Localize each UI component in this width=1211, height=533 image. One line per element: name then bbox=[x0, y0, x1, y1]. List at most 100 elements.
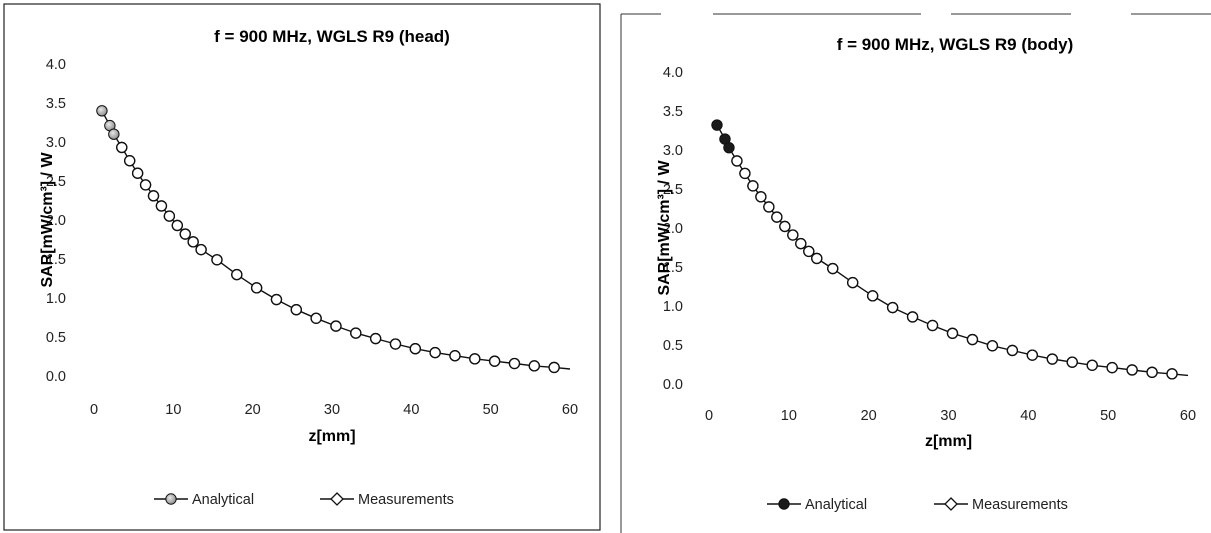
legend: Analytical Measurements bbox=[767, 497, 1068, 513]
y-tick-label: 0.0 bbox=[663, 377, 683, 393]
data-point-measurement bbox=[803, 245, 815, 258]
data-point-measurement bbox=[429, 346, 441, 359]
data-point-measurement bbox=[1106, 361, 1118, 374]
data-point-measurement bbox=[139, 179, 152, 191]
data-point-measurement bbox=[211, 254, 223, 266]
data-point-analytical bbox=[96, 105, 108, 117]
data-point-measurement bbox=[795, 237, 807, 250]
y-axis-title: SAR[mW/cm³] / W bbox=[39, 152, 56, 288]
data-point-measurement bbox=[827, 262, 839, 275]
x-tick-label: 30 bbox=[324, 402, 340, 418]
x-tick-label: 50 bbox=[483, 402, 499, 418]
data-point-measurement bbox=[886, 301, 899, 314]
y-tick-label: 2.0 bbox=[46, 213, 66, 229]
y-tick-label: 4.0 bbox=[663, 65, 683, 81]
x-tick-label: 40 bbox=[1020, 408, 1036, 424]
data-point-measurement bbox=[449, 350, 461, 362]
data-point-measurement bbox=[906, 311, 919, 323]
data-point-measurement bbox=[179, 228, 191, 240]
data-point-measurement bbox=[195, 243, 207, 256]
sar-head-chart: f = 900 MHz, WGLS R9 (head) 0.0 0.5 1.0 1.5 2… bbox=[3, 3, 601, 531]
chart-title: f = 900 MHz, WGLS R9 (body) bbox=[837, 35, 1074, 54]
y-tick-label: 3.0 bbox=[46, 135, 66, 151]
data-point-measurement bbox=[231, 268, 243, 281]
data-point-measurement bbox=[548, 361, 560, 374]
data-point-measurement bbox=[270, 293, 283, 306]
data-point-measurement bbox=[171, 219, 183, 232]
y-tick-label: 1.5 bbox=[663, 260, 683, 276]
data-point-analytical bbox=[711, 119, 723, 131]
data-point-measurement bbox=[867, 290, 879, 302]
data-point-measurement bbox=[350, 327, 362, 339]
legend-marker-measurements bbox=[944, 497, 958, 511]
x-tick-label: 20 bbox=[245, 402, 261, 418]
data-point-measurement bbox=[1086, 359, 1098, 371]
data-point-measurement bbox=[1166, 368, 1178, 380]
y-tick-label: 2.5 bbox=[46, 174, 66, 190]
x-tick-label: 10 bbox=[165, 402, 181, 418]
data-point-measurement bbox=[1126, 364, 1138, 376]
data-point-measurement bbox=[787, 229, 799, 241]
y-tick-label: 3.0 bbox=[663, 143, 683, 159]
data-point-measurement bbox=[290, 304, 302, 316]
data-point-analytical bbox=[108, 128, 120, 140]
data-point-measurement bbox=[731, 155, 743, 167]
chart-panel-head: f = 900 MHz, WGLS R9 (head) 0.0 0.5 1.0 1.5 2… bbox=[0, 0, 604, 533]
data-point-measurement bbox=[147, 190, 160, 202]
data-point-measurement bbox=[1066, 356, 1078, 368]
data-point-analytical bbox=[723, 141, 735, 154]
chart-frame bbox=[620, 13, 1211, 533]
data-point-measurement bbox=[488, 355, 501, 367]
data-point-measurement bbox=[389, 338, 402, 350]
x-tick-label: 40 bbox=[403, 402, 419, 418]
data-point-measurement bbox=[966, 333, 979, 346]
y-axis-title: SAR[mW/cm³] / W bbox=[656, 160, 673, 296]
y-tick-label: 4.0 bbox=[46, 57, 66, 73]
legend: Analytical Measurements bbox=[154, 492, 454, 508]
data-point-measurement bbox=[926, 319, 939, 332]
x-tick-label: 60 bbox=[562, 402, 578, 418]
data-point-measurement bbox=[369, 332, 382, 345]
data-point-measurement bbox=[310, 312, 322, 324]
data-point-measurement bbox=[771, 211, 783, 223]
data-point-measurement bbox=[1006, 344, 1019, 357]
legend-label-analytical: Analytical bbox=[805, 497, 867, 513]
data-point-measurement bbox=[469, 353, 481, 365]
data-point-measurement bbox=[163, 210, 176, 222]
data-point-measurement bbox=[739, 167, 751, 180]
y-tick-label: 2.5 bbox=[663, 182, 683, 198]
data-point-measurement bbox=[131, 167, 144, 179]
data-point-measurement bbox=[847, 276, 859, 289]
chart-frame bbox=[3, 3, 601, 531]
x-axis-title: z[mm] bbox=[308, 428, 355, 445]
x-tick-label: 60 bbox=[1180, 408, 1196, 424]
data-point-measurement bbox=[755, 191, 767, 203]
x-tick-label: 0 bbox=[705, 408, 713, 424]
data-point-measurement bbox=[946, 327, 959, 339]
data-point-measurement bbox=[763, 201, 775, 213]
data-point-measurement bbox=[528, 360, 540, 372]
data-point-measurement bbox=[986, 340, 999, 352]
data-point-measurement bbox=[1026, 349, 1038, 361]
y-tick-label: 0.5 bbox=[46, 330, 66, 346]
x-tick-label: 10 bbox=[781, 408, 797, 424]
y-tick-label: 0.5 bbox=[663, 338, 683, 354]
data-point-measurement bbox=[116, 141, 128, 154]
legend-label-measurements: Measurements bbox=[358, 492, 454, 508]
data-point-measurement bbox=[779, 220, 791, 233]
x-tick-label: 30 bbox=[940, 408, 956, 424]
data-point-measurement bbox=[330, 320, 342, 332]
y-tick-label: 3.5 bbox=[663, 104, 683, 120]
data-point-measurement bbox=[124, 155, 136, 167]
chart-title: f = 900 MHz, WGLS R9 (head) bbox=[214, 27, 450, 46]
y-tick-label: 2.0 bbox=[663, 221, 683, 237]
x-axis-title: z[mm] bbox=[925, 433, 972, 450]
sar-body-chart: f = 900 MHz, WGLS R9 (body) 0.0 0.5 1.0 1.5 2… bbox=[620, 13, 1211, 533]
data-point-measurement bbox=[250, 282, 263, 294]
y-tick-label: 0.0 bbox=[46, 369, 66, 385]
legend-marker-analytical bbox=[165, 493, 177, 505]
legend-marker-measurements bbox=[330, 492, 344, 506]
data-point-measurement bbox=[1146, 366, 1158, 378]
y-tick-label: 1.0 bbox=[46, 291, 66, 307]
x-tick-label: 0 bbox=[90, 402, 98, 418]
